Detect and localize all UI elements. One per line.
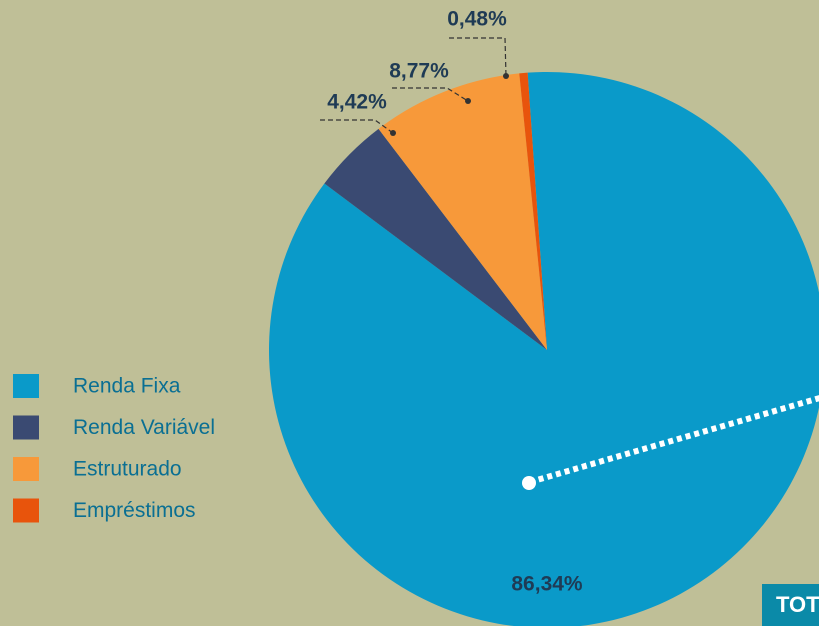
pie-slice [378, 73, 547, 350]
legend-swatch [13, 374, 39, 398]
value-label: 0,48% [447, 8, 507, 31]
leader-line [449, 37, 507, 77]
leader-line [320, 119, 394, 134]
legend-label: Renda Fixa [73, 375, 181, 398]
total-label: TOT [776, 592, 819, 617]
legend-swatch [13, 457, 39, 481]
leader-dot [503, 73, 509, 79]
legend-label: Empréstimos [73, 499, 196, 522]
pie-slice [324, 128, 547, 350]
legend-label: Renda Variável [73, 416, 215, 439]
pie-slice [269, 72, 819, 626]
leader-dot [465, 98, 471, 104]
legend-label: Estruturado [73, 458, 182, 481]
value-label: 8,77% [389, 60, 449, 83]
pie-slice [519, 72, 547, 351]
pointer-line [529, 395, 819, 485]
total-box [762, 584, 819, 626]
value-label: 86,34% [511, 573, 583, 596]
leader-line [392, 87, 469, 102]
legend-swatch [13, 498, 39, 523]
legend-swatch [13, 415, 39, 440]
leader-dot [390, 130, 396, 136]
pointer-dot [522, 476, 536, 490]
value-label: 4,42% [327, 91, 387, 114]
